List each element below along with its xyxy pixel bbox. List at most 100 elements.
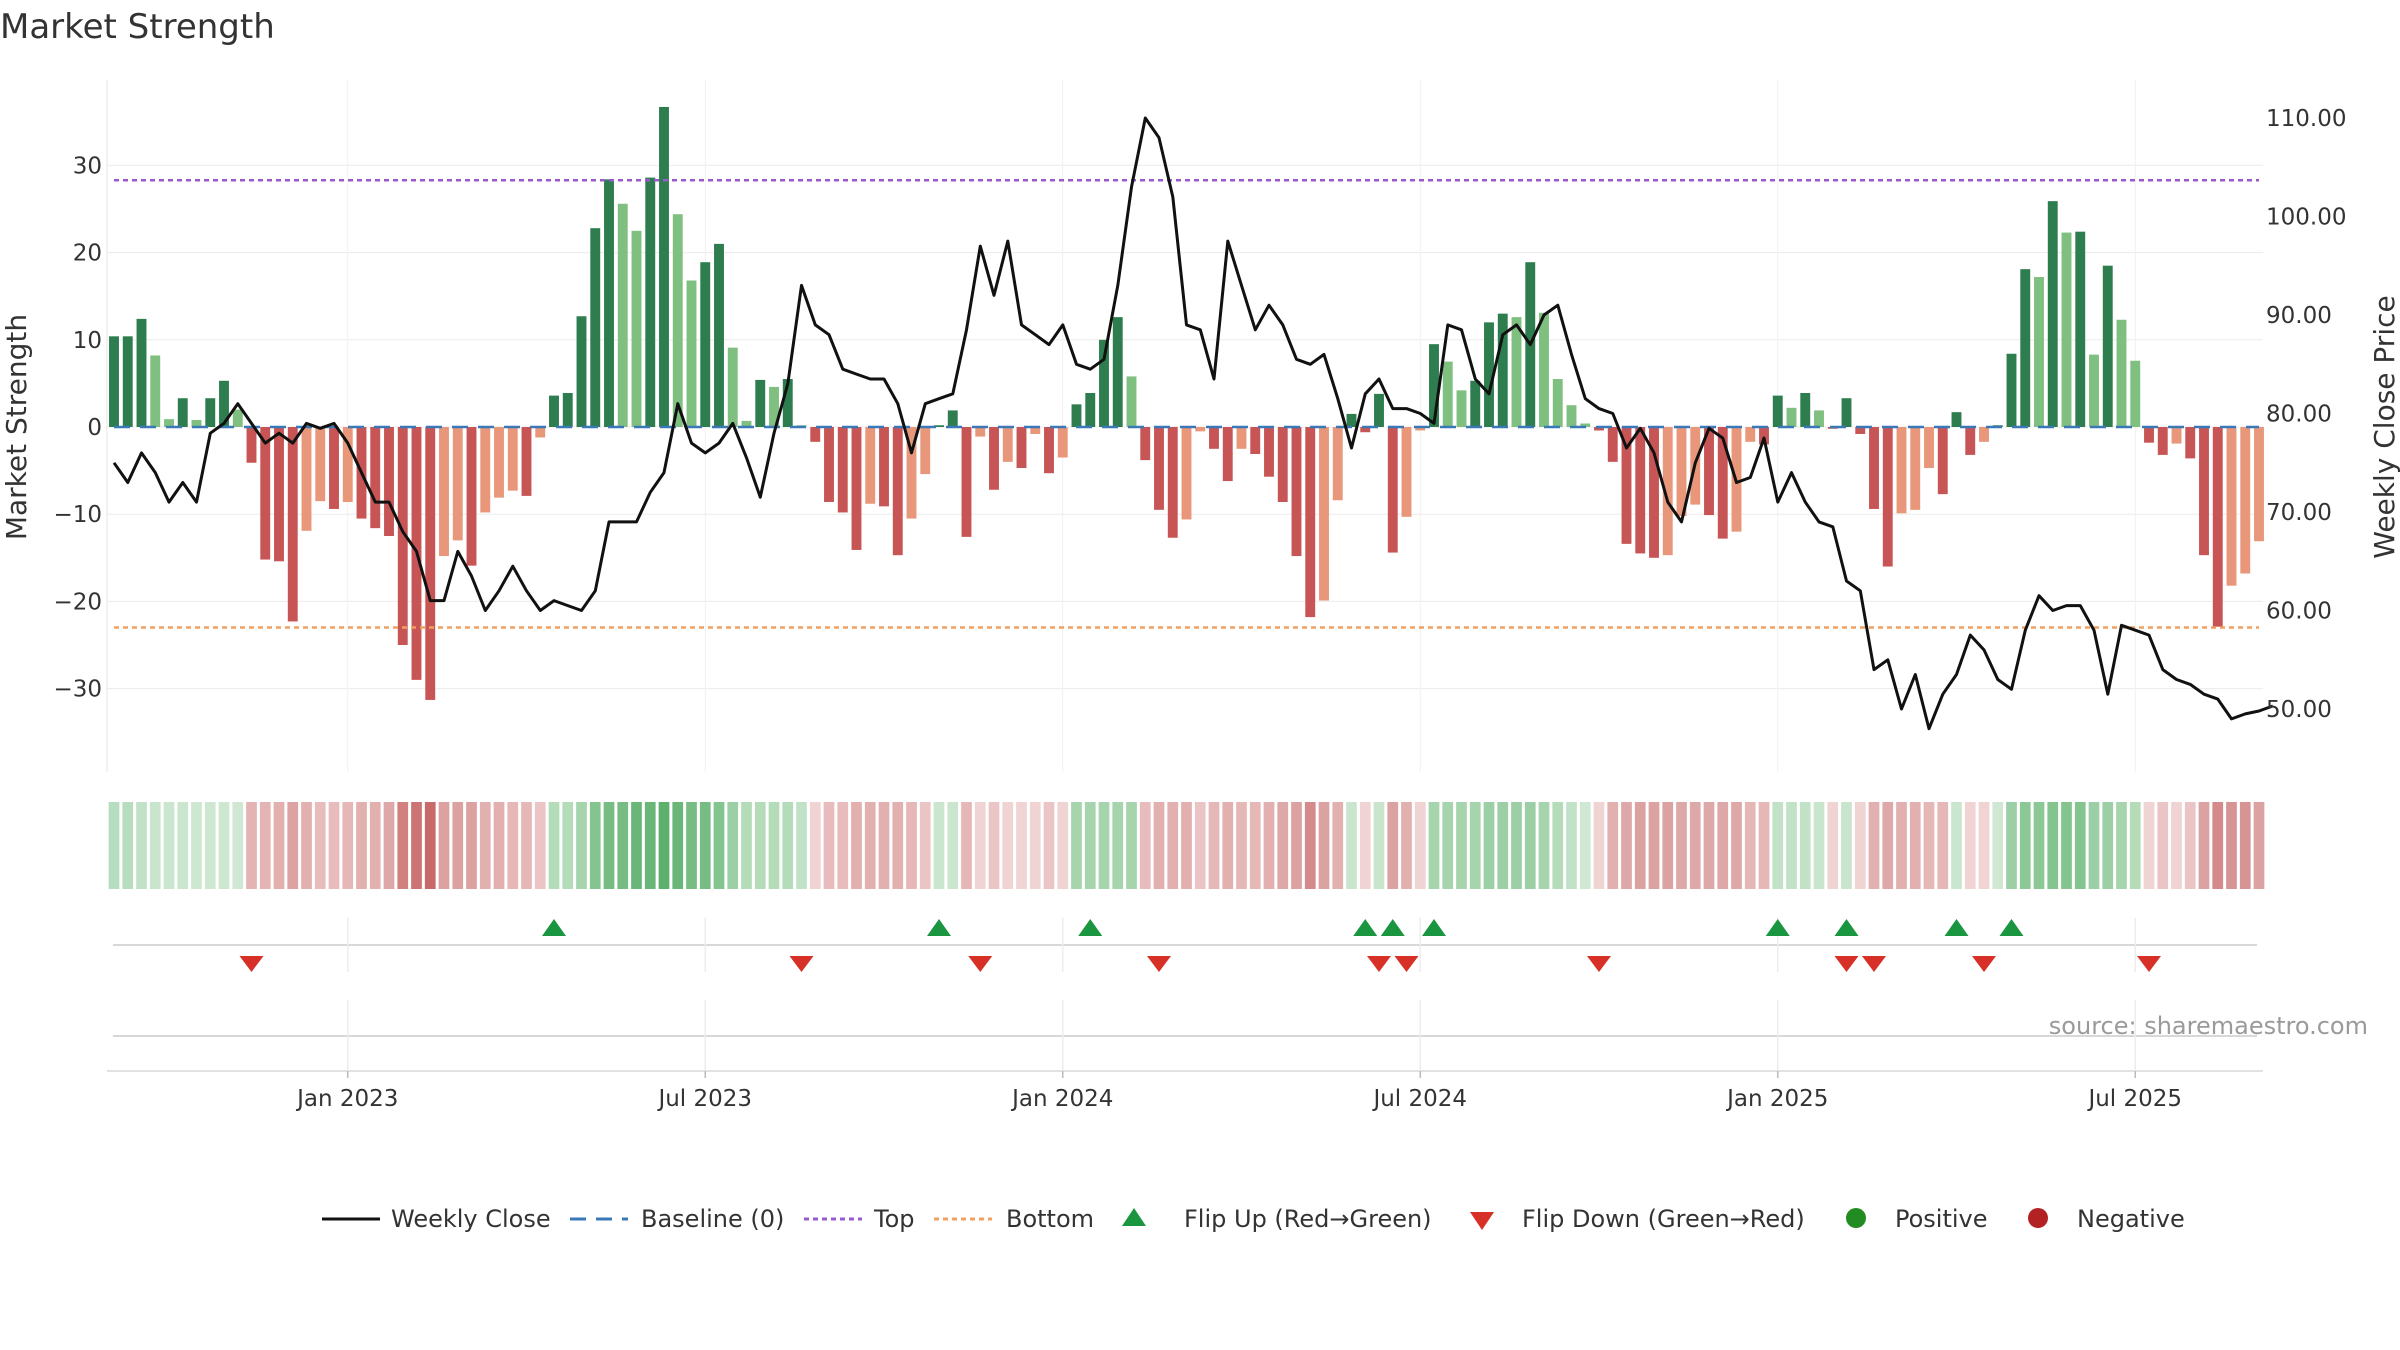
- strength-bar: [1594, 427, 1604, 431]
- strength-bar: [1924, 427, 1934, 468]
- reference-lines: [114, 178, 2259, 629]
- strip-cell: [2047, 802, 2059, 889]
- strength-bar: [370, 427, 381, 529]
- triangle-up-icon: [1122, 1208, 1146, 1226]
- strength-bar: [2102, 265, 2113, 427]
- y-tick-label: −30: [53, 677, 102, 703]
- strip-cell: [2019, 802, 2031, 889]
- strength-bar: [329, 427, 339, 509]
- strip-cell: [1084, 802, 1096, 889]
- flip-up-marker: [1834, 919, 1859, 936]
- strip-cell: [1538, 802, 1550, 889]
- flip-marker-panel: [113, 918, 2257, 972]
- triangle-down-icon: [1470, 1212, 1494, 1230]
- flip-up-marker: [1944, 919, 1969, 936]
- strip-cell: [1703, 802, 1715, 889]
- strength-bar: [1181, 427, 1192, 520]
- strip-cell: [1524, 802, 1536, 889]
- x-tick-label: Jan 2025: [1725, 1086, 1828, 1112]
- strip-cell: [1167, 802, 1179, 889]
- strip-cell: [411, 802, 422, 889]
- strength-bar: [1896, 427, 1907, 514]
- strength-bar: [1951, 412, 1962, 427]
- strength-bar: [1195, 427, 1206, 432]
- strip-cell: [1992, 802, 2004, 889]
- strength-bar: [109, 336, 119, 427]
- strip-cell: [1896, 802, 1907, 889]
- strength-bar: [879, 427, 889, 507]
- strength-bar: [136, 318, 147, 427]
- strip-cell: [1016, 802, 1027, 889]
- strip-cell: [1841, 802, 1852, 889]
- y2-tick-label: 90.00: [2266, 303, 2332, 329]
- strip-cell: [356, 802, 367, 889]
- strip-cell: [878, 802, 890, 889]
- strip-cell: [631, 802, 642, 889]
- y-tick-label: 10: [73, 328, 102, 354]
- strip-cell: [741, 802, 752, 889]
- strength-bar: [1965, 427, 1976, 455]
- strip-cell: [259, 802, 271, 889]
- strength-bar: [1497, 313, 1508, 427]
- strip-cell: [1689, 802, 1701, 889]
- strength-bar: [1099, 339, 1109, 427]
- strip-cell: [328, 802, 340, 889]
- y-axis-label: Market Strength: [0, 314, 33, 540]
- legend: Weekly Close Baseline (0) Top Bottom Fli…: [322, 1205, 2185, 1233]
- strip-cell: [961, 802, 972, 889]
- strength-bar: [906, 427, 917, 519]
- flip-down-marker: [2137, 956, 2161, 972]
- strip-cell: [1579, 802, 1591, 889]
- strength-bar: [1401, 427, 1412, 517]
- strength-heat-strip: [108, 802, 2265, 889]
- strength-bar: [2089, 354, 2099, 427]
- strip-cell: [1057, 802, 1069, 889]
- strength-bar: [947, 410, 958, 427]
- y-tick-label: −10: [53, 502, 102, 528]
- strip-cell: [1098, 802, 1110, 889]
- strength-bar: [2212, 427, 2223, 627]
- strip-cell: [1937, 802, 1949, 889]
- strip-cell: [232, 802, 244, 889]
- legend-label-flip-up: Flip Up (Red→Green): [1184, 1205, 1432, 1233]
- strength-bar: [1442, 361, 1453, 427]
- strength-bar: [205, 398, 216, 427]
- strength-bar: [1044, 427, 1054, 474]
- strength-bar: [1112, 317, 1123, 427]
- strength-bar: [1855, 427, 1866, 434]
- strength-bar: [1374, 393, 1384, 427]
- strip-cell: [1813, 802, 1825, 889]
- strip-cell: [851, 802, 862, 889]
- strength-bar: [2020, 269, 2031, 427]
- strength-bar: [700, 262, 711, 427]
- strip-cell: [2143, 802, 2155, 889]
- strip-cell: [1621, 802, 1632, 889]
- strength-bar: [2157, 427, 2168, 455]
- flip-down-marker: [1862, 956, 1886, 972]
- strength-bar: [1319, 427, 1329, 601]
- strength-bar: [851, 427, 862, 550]
- y-tick-label: 20: [73, 241, 102, 267]
- legend-item-baseline: Baseline (0): [570, 1205, 784, 1233]
- strip-cell: [1786, 802, 1797, 889]
- strip-cell: [809, 802, 821, 889]
- strength-bar: [1126, 376, 1137, 427]
- strip-cell: [479, 802, 491, 889]
- strength-bar: [714, 243, 724, 427]
- strip-cell: [1497, 802, 1509, 889]
- strip-cell: [1401, 802, 1412, 889]
- strength-bar: [755, 379, 766, 427]
- flip-up-marker: [1380, 919, 1405, 936]
- strip-cell: [273, 802, 285, 889]
- flip-up-marker: [1078, 919, 1103, 936]
- flip-down-marker: [1834, 956, 1859, 972]
- legend-item-bottom: Bottom: [934, 1205, 1094, 1233]
- strength-bar: [2240, 427, 2251, 574]
- strip-cell: [438, 802, 450, 889]
- strip-cell: [1263, 802, 1275, 889]
- strip-cell: [1456, 802, 1467, 889]
- strip-cell: [2006, 802, 2017, 889]
- strip-cell: [2033, 802, 2045, 889]
- strip-cell: [1662, 802, 1674, 889]
- x-axis-ticks: Jan 2023 Jul 2023 Jan 2024 Jul 2024 Jan 2025…: [295, 1071, 2182, 1112]
